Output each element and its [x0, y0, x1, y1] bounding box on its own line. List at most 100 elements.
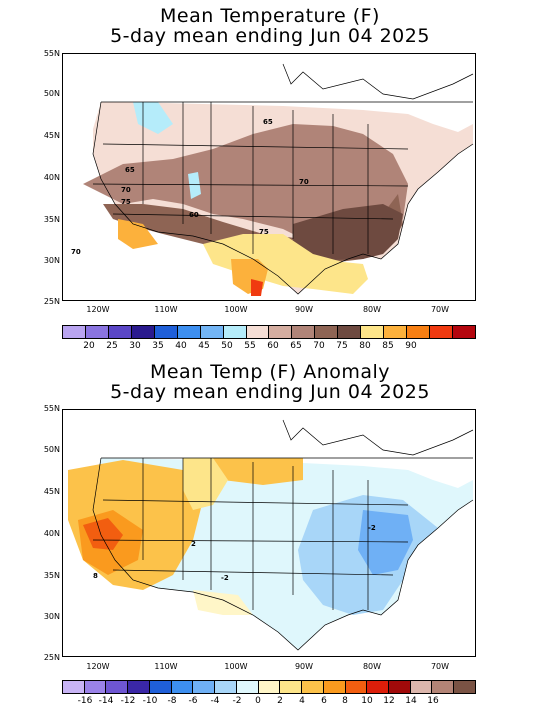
- colorbar-swatch: [223, 326, 247, 338]
- usa-temperature-map: 65 65 70 70 75 60 70 75: [63, 54, 475, 296]
- lon-label: 90W: [294, 662, 314, 671]
- colorbar-label: 40: [175, 341, 187, 351]
- colorbar-swatch: [85, 326, 109, 338]
- colorbar-swatch: [149, 681, 172, 693]
- colorbar-label: 45: [198, 341, 210, 351]
- colorbar-label: 14: [405, 696, 417, 706]
- colorbar-label: 25: [106, 341, 118, 351]
- colorbar-label: -4: [210, 696, 220, 706]
- colorbar-swatch: [302, 681, 324, 693]
- colorbar-swatch: [452, 326, 475, 338]
- colorbar-swatch: [200, 326, 224, 338]
- map1-frame: 65 65 70 70 75 60 70 75: [62, 53, 476, 301]
- lat-label: 55N: [43, 404, 60, 413]
- lon-label: 110W: [154, 305, 178, 314]
- colorbar-swatch: [258, 681, 281, 693]
- colorbar-swatch: [345, 681, 368, 693]
- contour-label: -2: [221, 574, 229, 582]
- contour-label: 75: [259, 228, 269, 236]
- colorbar-swatch: [171, 681, 194, 693]
- map1-region-85-az: [118, 219, 158, 249]
- colorbar-label: -2: [232, 696, 242, 706]
- map1-colorbar: [62, 325, 476, 339]
- colorbar-label: 80: [359, 341, 371, 351]
- colorbar-label: 0: [255, 696, 261, 706]
- map1-state-borders: [92, 63, 474, 295]
- colorbar-label: -10: [142, 696, 158, 706]
- contour-label: 2: [191, 540, 196, 548]
- colorbar-label: 90: [405, 341, 417, 351]
- colorbar-label: 16: [427, 696, 439, 706]
- colorbar-swatch: [84, 681, 107, 693]
- colorbar-label: 55: [244, 341, 256, 351]
- map2-title-line1: Mean Temp (F) Anomaly: [149, 361, 391, 383]
- colorbar-label: 85: [382, 341, 394, 351]
- contour-label: -2: [368, 524, 376, 532]
- lat-label: 40N: [43, 173, 60, 182]
- contour-label: 65: [263, 118, 273, 126]
- colorbar-swatch: [410, 681, 433, 693]
- colorbar-swatch: [454, 681, 475, 693]
- contour-label: 8: [93, 572, 98, 580]
- lon-label: 90W: [294, 305, 314, 314]
- colorbar-swatch: [430, 326, 453, 338]
- map2-contour-labels: 2 -2 -2 8: [93, 524, 376, 582]
- colorbar-swatch: [236, 681, 259, 693]
- lon-label: 70W: [430, 305, 450, 314]
- colorbar-label: 8: [342, 696, 348, 706]
- map2-region-hot-core: [83, 518, 123, 550]
- map2-frame: 2 -2 -2 8: [62, 409, 476, 657]
- usa-anomaly-map: 2 -2 -2 8: [63, 410, 475, 651]
- lat-label: 50N: [43, 445, 60, 454]
- colorbar-swatch: [323, 681, 346, 693]
- lat-label: 45N: [43, 131, 60, 140]
- lat-label: 30N: [43, 256, 60, 265]
- contour-label: 70: [71, 248, 81, 256]
- map2-colorbar: [62, 680, 476, 694]
- colorbar-swatch: [292, 326, 316, 338]
- lat-label: 30N: [43, 612, 60, 621]
- colorbar-swatch: [280, 681, 303, 693]
- map1-title-line1: Mean Temperature (F): [160, 5, 380, 27]
- colorbar-swatch: [269, 326, 293, 338]
- lat-label: 35N: [43, 215, 60, 224]
- colorbar-label: 10: [361, 696, 373, 706]
- map1-canada: [63, 54, 475, 102]
- colorbar-swatch: [432, 681, 455, 693]
- lat-label: 45N: [43, 487, 60, 496]
- contour-label: 70: [121, 186, 131, 194]
- colorbar-swatch: [106, 681, 129, 693]
- colorbar-label: 70: [313, 341, 325, 351]
- colorbar-swatch: [63, 681, 85, 693]
- map2-region-yellow: [183, 458, 228, 510]
- colorbar-swatch: [246, 326, 270, 338]
- colorbar-label: -8: [167, 696, 177, 706]
- colorbar-label: 60: [267, 341, 279, 351]
- colorbar-swatch: [407, 326, 430, 338]
- colorbar-label: 35: [152, 341, 164, 351]
- colorbar-swatch: [361, 326, 385, 338]
- colorbar-label: -14: [98, 696, 114, 706]
- colorbar-swatch: [108, 326, 132, 338]
- colorbar-label: 65: [290, 341, 302, 351]
- lon-label: 70W: [430, 662, 450, 671]
- lon-label: 100W: [224, 662, 248, 671]
- map1-title-line2: 5-day mean ending Jun 04 2025: [110, 25, 430, 47]
- colorbar-swatch: [154, 326, 178, 338]
- lat-label: 25N: [43, 653, 60, 662]
- map2-region-mt: [213, 458, 303, 485]
- colorbar-label: 4: [299, 696, 305, 706]
- colorbar-label: 6: [321, 696, 327, 706]
- lat-label: 40N: [43, 529, 60, 538]
- map1-contour-labels: 65 65 70 70 75 60 70 75: [71, 118, 309, 256]
- colorbar-label: -16: [77, 696, 93, 706]
- lon-label: 100W: [224, 305, 248, 314]
- lon-label: 120W: [86, 305, 110, 314]
- contour-label: 75: [121, 198, 131, 206]
- colorbar-swatch: [131, 326, 155, 338]
- colorbar-swatch: [367, 681, 390, 693]
- lat-label: 50N: [43, 89, 60, 98]
- contour-label: 70: [299, 178, 309, 186]
- lon-label: 80W: [362, 662, 382, 671]
- map2-canada: [63, 410, 475, 458]
